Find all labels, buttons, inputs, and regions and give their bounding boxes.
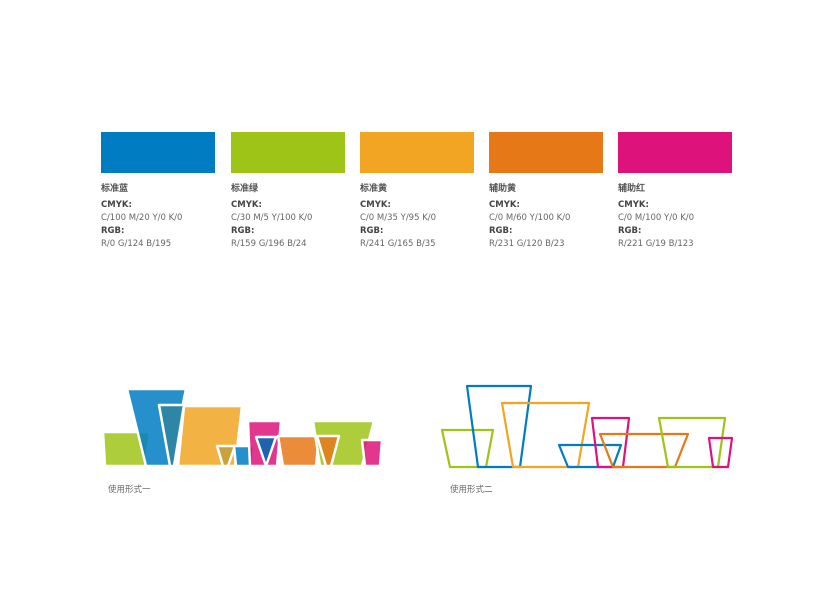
swatch-name: 辅助黄 — [489, 184, 517, 194]
cmyk-label: CMYK: — [360, 200, 391, 210]
outline-yellow — [500, 401, 591, 469]
rgb-label: RGB: — [618, 226, 642, 236]
cmyk-value: C/100 M/20 Y/0 K/0 — [101, 213, 183, 223]
rgb-label: RGB: — [101, 226, 125, 236]
cmyk-label: CMYK: — [231, 200, 262, 210]
rgb-label: RGB: — [231, 226, 255, 236]
usage-caption-1: 使用形式一 — [108, 485, 151, 495]
cmyk-value: C/0 M/60 Y/100 K/0 — [489, 213, 571, 223]
usage-caption-2: 使用形式二 — [450, 485, 493, 495]
swatch-auxiliary-red: 辅助红 CMYK: C/0 M/100 Y/0 K/0 RGB: R/221 G… — [618, 132, 732, 249]
outline-magenta-small — [707, 436, 734, 469]
rgb-value: R/159 G/196 B/24 — [231, 239, 307, 249]
swatch-auxiliary-yellow: 辅助黄 CMYK: C/0 M/60 Y/100 K/0 RGB: R/231 … — [489, 132, 603, 249]
swatch-name: 标准绿 — [231, 184, 259, 194]
swatch-name: 辅助红 — [618, 184, 646, 194]
cmyk-value: C/0 M/35 Y/95 K/0 — [360, 213, 437, 223]
shape-darkblue — [254, 435, 278, 468]
color-chip — [489, 132, 603, 173]
shape-magenta-small — [360, 438, 384, 468]
swatch-name: 标准蓝 — [101, 184, 129, 194]
outline-green-right — [657, 416, 727, 469]
cmyk-label: CMYK: — [101, 200, 132, 210]
rgb-value: R/221 G/19 B/123 — [618, 239, 694, 249]
usage-outline-graphic — [440, 384, 734, 469]
rgb-label: RGB: — [489, 226, 513, 236]
shape-teal — [157, 403, 186, 468]
shape-darkorange — [315, 434, 341, 468]
color-chip — [618, 132, 732, 173]
shape-olive — [215, 444, 237, 468]
color-chip — [360, 132, 474, 173]
color-chip — [231, 132, 345, 173]
swatch-standard-blue: 标准蓝 CMYK: C/100 M/20 Y/0 K/0 RGB: R/0 G/… — [101, 132, 215, 249]
rgb-value: R/231 G/120 B/23 — [489, 239, 565, 249]
swatch-name: 标准黄 — [360, 184, 388, 194]
usage-filled-graphic — [101, 387, 384, 468]
outline-green — [440, 428, 495, 469]
color-chip — [101, 132, 215, 173]
rgb-label: RGB: — [360, 226, 384, 236]
swatch-standard-yellow: 标准黄 CMYK: C/0 M/35 Y/95 K/0 RGB: R/241 G… — [360, 132, 474, 249]
rgb-value: R/0 G/124 B/195 — [101, 239, 172, 249]
shape-orange — [276, 434, 321, 468]
rgb-value: R/241 G/165 B/35 — [360, 239, 436, 249]
outline-orange — [598, 432, 690, 469]
cmyk-value: C/30 M/5 Y/100 K/0 — [231, 213, 313, 223]
cmyk-label: CMYK: — [618, 200, 649, 210]
cmyk-value: C/0 M/100 Y/0 K/0 — [618, 213, 695, 223]
cmyk-label: CMYK: — [489, 200, 520, 210]
outline-blue — [465, 384, 533, 469]
swatch-standard-green: 标准绿 CMYK: C/30 M/5 Y/100 K/0 RGB: R/159 … — [231, 132, 345, 249]
